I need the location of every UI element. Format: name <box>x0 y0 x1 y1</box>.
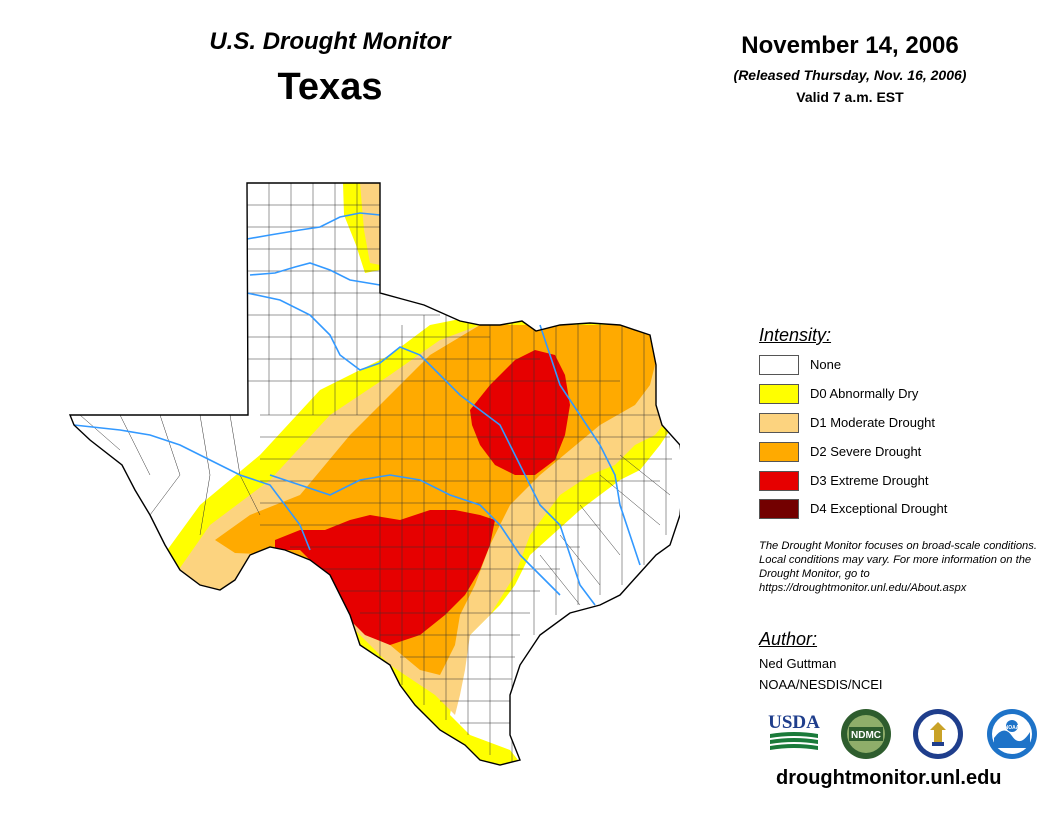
legend-label: None <box>810 357 842 372</box>
usda-logo: USDA <box>768 712 820 750</box>
legend-swatch <box>759 413 799 433</box>
legend-swatch <box>759 384 799 404</box>
author-name: Ned Guttman <box>759 656 837 671</box>
valid-time: Valid 7 a.m. EST <box>796 89 904 105</box>
legend-item-d3: D3 Extreme Drought <box>759 471 1019 491</box>
brazos-river <box>246 292 596 606</box>
commerce-seal-icon <box>913 709 963 759</box>
legend-label: D4 Exceptional Drought <box>810 501 948 516</box>
legend-item-d4: D4 Exceptional Drought <box>759 499 1019 519</box>
ndmc-logo-text: NDMC <box>851 730 881 741</box>
texas-outline <box>68 182 680 766</box>
legend-label: D2 Severe Drought <box>810 444 922 459</box>
legend-label: D3 Extreme Drought <box>810 473 929 488</box>
map-date: November 14, 2006 <box>741 32 959 59</box>
release-date: (Released Thursday, Nov. 16, 2006) <box>733 67 967 83</box>
d3-area-hill-country <box>275 510 495 645</box>
noaa-logo-text: NOAA <box>1005 725 1020 731</box>
legend-item-d0: D0 Abnormally Dry <box>759 384 1019 404</box>
legend-item-d1: D1 Moderate Drought <box>759 413 1019 433</box>
author-org: NOAA/NESDIS/NCEI <box>759 677 883 692</box>
rio-grande <box>73 424 311 551</box>
legend-label: D1 Moderate Drought <box>810 415 936 430</box>
legend-swatch <box>759 471 799 491</box>
legend-item-d2: D2 Severe Drought <box>759 442 1019 462</box>
d1-area-panhandle <box>360 183 380 265</box>
legend-swatch <box>759 442 799 462</box>
legend-label: D0 Abnormally Dry <box>810 386 919 401</box>
map-title: Texas <box>277 66 383 108</box>
noaa-logo: NOAA <box>987 709 1037 759</box>
drought-shading <box>70 183 680 765</box>
usda-logo-text: USDA <box>768 712 820 733</box>
canadian-river <box>246 212 381 240</box>
texas-drought-map <box>68 182 680 766</box>
trinity-river <box>539 324 641 566</box>
drought-monitor-note: The Drought Monitor focuses on broad-sca… <box>759 540 1037 594</box>
red-river-panhandle <box>249 262 381 286</box>
colorado-river <box>269 474 561 596</box>
legend-swatch <box>759 355 799 375</box>
ndmc-logo: NDMC <box>841 709 891 759</box>
legend-item-none: None <box>759 355 1019 375</box>
author-title: Author: <box>759 629 818 649</box>
rivers <box>73 212 641 606</box>
map-subtitle: U.S. Drought Monitor <box>209 28 451 55</box>
legend-title: Intensity: <box>759 325 832 345</box>
county-lines <box>79 183 672 765</box>
website-link[interactable]: droughtmonitor.unl.edu <box>776 767 1002 789</box>
legend-swatch <box>759 499 799 519</box>
